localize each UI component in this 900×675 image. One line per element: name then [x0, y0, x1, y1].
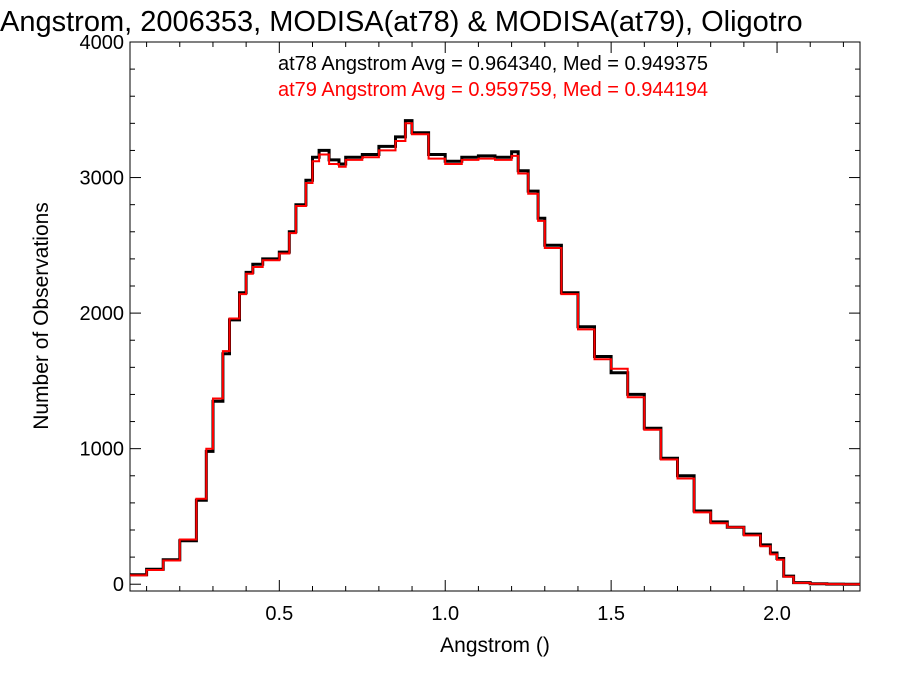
- x-tick-label: 1.0: [431, 603, 459, 625]
- y-axis-tick-labels: 0 1000 2000 3000 4000: [80, 32, 125, 596]
- y-axis-label: Number of Observations: [30, 202, 53, 430]
- y-tick-label: 0: [113, 574, 124, 596]
- series-at79-line: [130, 122, 860, 586]
- legend-entry-at79: at79 Angstrom Avg = 0.959759, Med = 0.94…: [278, 79, 708, 101]
- y-tick-label: 1000: [80, 439, 125, 461]
- y-tick-label: 2000: [80, 303, 125, 325]
- x-axis-label: Angstrom (): [440, 634, 550, 657]
- x-axis-ticks: [146, 42, 844, 591]
- series-layer: [130, 119, 860, 586]
- x-axis-tick-labels: 0.5 1.0 1.5 2.0: [265, 603, 791, 625]
- y-tick-label: 4000: [80, 32, 125, 54]
- legend-entry-at78: at78 Angstrom Avg = 0.964340, Med = 0.94…: [278, 53, 708, 75]
- plot-frame: [129, 41, 861, 592]
- chart-title: Angstrom, 2006353, MODISA(at78) & MODISA…: [0, 6, 803, 38]
- x-tick-label: 0.5: [265, 603, 293, 625]
- series-at78-line: [130, 119, 860, 586]
- x-tick-label: 2.0: [763, 603, 791, 625]
- y-axis-ticks: [130, 41, 860, 585]
- x-tick-label: 1.5: [597, 603, 625, 625]
- y-tick-label: 3000: [80, 168, 125, 190]
